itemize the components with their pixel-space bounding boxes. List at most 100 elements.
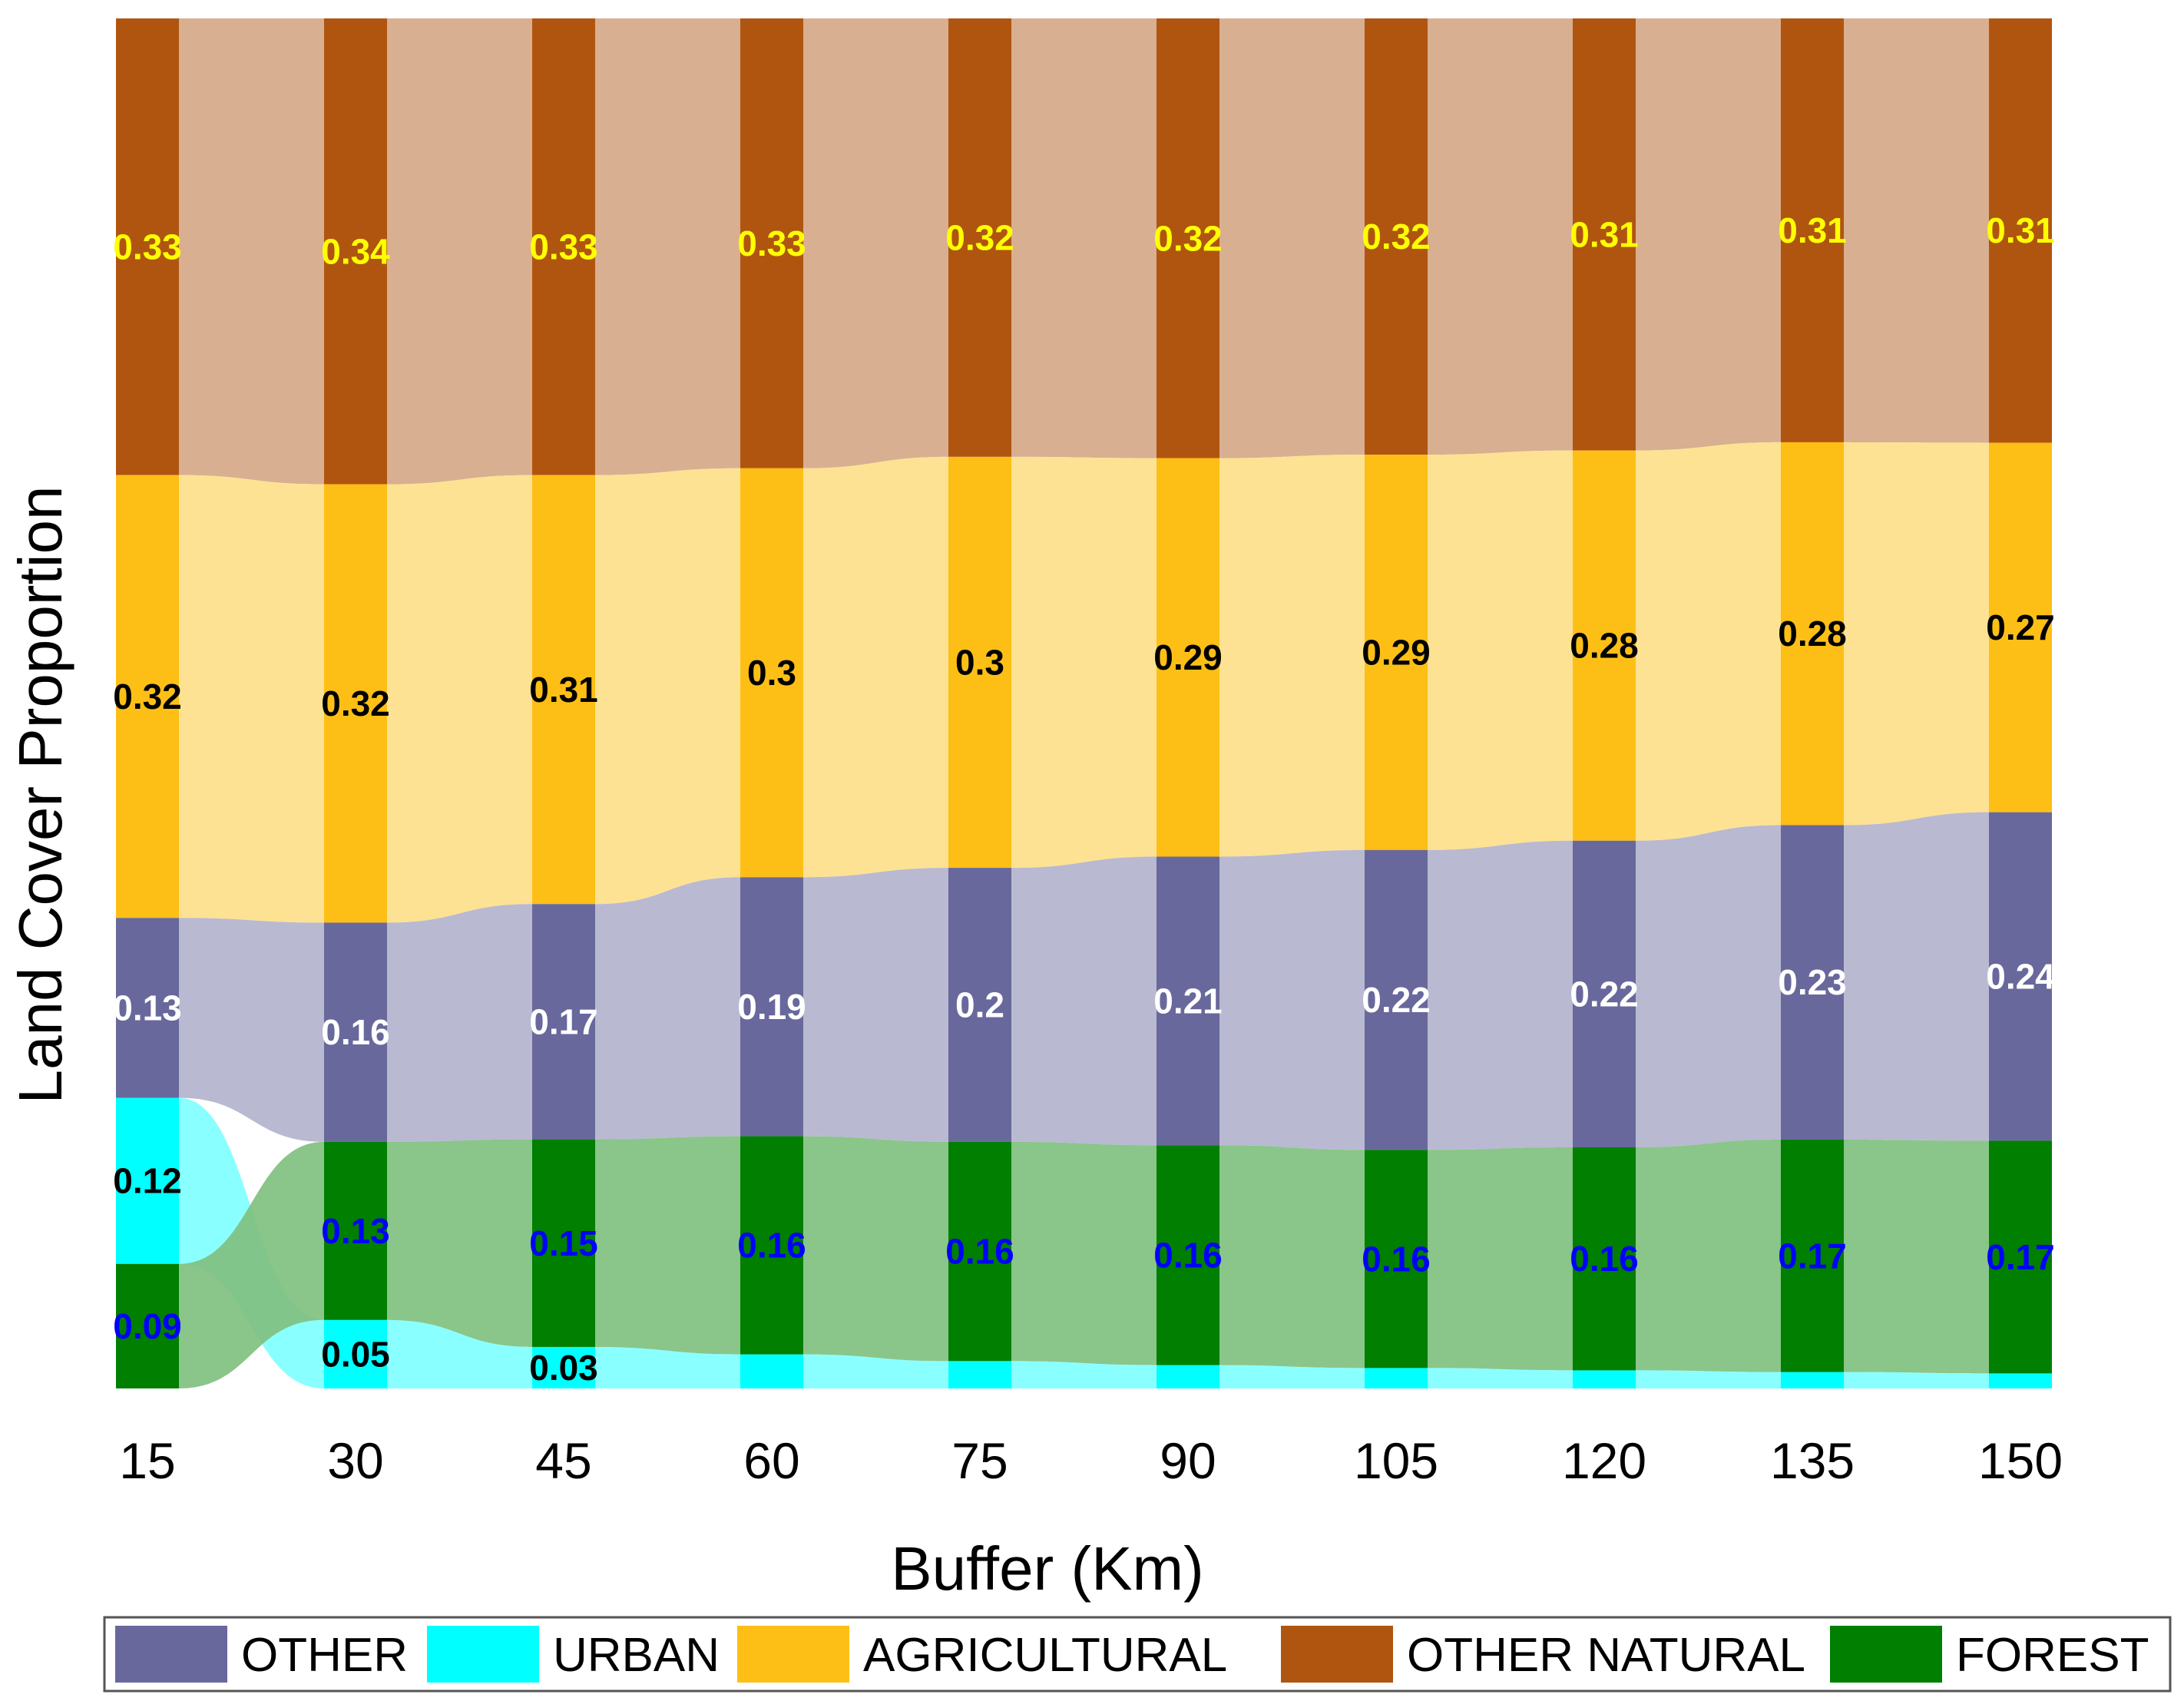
ribbon-forest-135-150 <box>1844 1139 1989 1374</box>
ribbon-other-15-30 <box>179 918 324 1142</box>
value-label-other-natural-120: 0.31 <box>1570 214 1639 254</box>
value-label-other-15: 0.13 <box>113 988 182 1028</box>
ribbon-agricultural-60-75 <box>803 456 948 878</box>
bar-urban-60 <box>740 1354 803 1388</box>
value-label-agricultural-105: 0.29 <box>1362 632 1431 672</box>
bar-forest-60 <box>740 1136 803 1355</box>
value-label-other-natural-105: 0.32 <box>1362 217 1431 256</box>
bar-forest-120 <box>1573 1147 1636 1371</box>
bar-forest-150 <box>1989 1140 2052 1374</box>
ribbon-agricultural-120-135 <box>1636 442 1781 841</box>
value-label-forest-15: 0.09 <box>113 1306 182 1346</box>
stacked-bars <box>116 18 2052 1388</box>
x-axis-title: Buffer (Km) <box>891 1534 1204 1603</box>
legend-swatch-agricultural <box>737 1626 849 1683</box>
bar-agricultural-60 <box>740 468 803 878</box>
bar-other-natural-15 <box>116 18 179 475</box>
x-tick-30: 30 <box>327 1432 383 1489</box>
value-label-urban-15: 0.12 <box>113 1161 182 1201</box>
ribbon-other-natural-75-90 <box>1011 18 1157 458</box>
x-tick-labels: 15 30 45 60 75 90 105 120 135 150 <box>119 1432 2063 1489</box>
bar-agricultural-15 <box>116 475 179 918</box>
bar-forest-45 <box>532 1139 595 1347</box>
bar-forest-75 <box>948 1141 1011 1362</box>
ribbon-forest-45-60 <box>595 1136 740 1355</box>
ribbon-urban-45-60 <box>595 1346 740 1388</box>
bar-urban-120 <box>1573 1370 1636 1388</box>
value-label-agricultural-45: 0.31 <box>529 670 598 710</box>
x-tick-120: 120 <box>1562 1432 1646 1489</box>
value-label-forest-60: 0.16 <box>737 1226 806 1266</box>
bar-other-60 <box>740 877 803 1137</box>
ribbon-other-natural-15-30 <box>179 18 324 485</box>
bar-agricultural-120 <box>1573 450 1636 841</box>
bar-other-135 <box>1781 825 1844 1140</box>
ribbon-agricultural-30-45 <box>387 475 532 923</box>
bar-other-natural-30 <box>324 18 387 485</box>
ribbon-agricultural-45-60 <box>595 468 740 905</box>
value-label-forest-30: 0.13 <box>321 1211 390 1251</box>
bar-agricultural-150 <box>1989 442 2052 812</box>
bar-other-105 <box>1365 849 1428 1150</box>
ribbon-other-105-120 <box>1428 840 1573 1150</box>
bar-agricultural-105 <box>1365 455 1428 850</box>
value-label-forest-45: 0.15 <box>529 1223 598 1263</box>
value-label-other-120: 0.22 <box>1570 974 1639 1014</box>
y-axis-title: Land Cover Proportion <box>6 486 74 1104</box>
value-label-agricultural-90: 0.29 <box>1153 637 1223 677</box>
bar-forest-30 <box>324 1141 387 1320</box>
ribbon-other-natural-90-105 <box>1219 18 1365 458</box>
bar-other-natural-75 <box>948 18 1011 457</box>
bar-other-natural-90 <box>1157 18 1219 458</box>
value-label-forest-90: 0.16 <box>1153 1235 1223 1275</box>
ribbon-other-90-105 <box>1219 849 1365 1150</box>
value-label-forest-150: 0.17 <box>1986 1237 2055 1277</box>
bar-agricultural-90 <box>1157 458 1219 857</box>
ribbon-other-45-60 <box>595 877 740 1140</box>
x-tick-150: 150 <box>1978 1432 2063 1489</box>
value-label-agricultural-75: 0.3 <box>955 642 1004 682</box>
ribbon-other-natural-60-75 <box>803 18 948 468</box>
bar-other-natural-45 <box>532 18 595 475</box>
value-label-urban-30: 0.05 <box>321 1334 390 1374</box>
legend-swatch-other-natural <box>1281 1626 1393 1683</box>
value-label-agricultural-15: 0.32 <box>113 677 182 716</box>
ribbon-other-natural-30-45 <box>387 18 532 485</box>
bar-other-natural-105 <box>1365 18 1428 455</box>
bar-other-150 <box>1989 812 2052 1141</box>
legend-label-urban: URBAN <box>553 1629 720 1682</box>
legend-swatch-urban <box>427 1626 539 1683</box>
ribbon-agricultural-75-90 <box>1011 456 1157 869</box>
ribbon-other-60-75 <box>803 868 948 1142</box>
bar-other-75 <box>948 868 1011 1142</box>
bar-urban-15 <box>116 1097 179 1264</box>
legend-label-other-natural: OTHER NATURAL <box>1407 1629 1805 1682</box>
ribbon-agricultural-135-150 <box>1844 442 1989 826</box>
ribbon-other-natural-45-60 <box>595 18 740 475</box>
bar-forest-135 <box>1781 1139 1844 1372</box>
ribbon-other-135-150 <box>1844 812 1989 1141</box>
ribbon-urban-30-45 <box>387 1319 532 1388</box>
legend-swatch-forest <box>1830 1626 1942 1683</box>
x-tick-105: 105 <box>1354 1432 1438 1489</box>
bar-agricultural-30 <box>324 484 387 923</box>
ribbon-forest-60-75 <box>803 1136 948 1362</box>
value-label-other-natural-15: 0.33 <box>113 227 182 266</box>
bar-urban-30 <box>324 1319 387 1388</box>
value-label-other-105: 0.22 <box>1362 980 1431 1020</box>
flow-ribbons <box>179 18 1989 1388</box>
ribbon-other-natural-120-135 <box>1636 18 1781 451</box>
value-label-other-150: 0.24 <box>1986 957 2055 997</box>
ribbon-agricultural-15-30 <box>179 475 324 923</box>
segment-labels: 0.33 0.32 0.13 0.12 0.09 0.34 0.32 0.16 0.05 0.13… <box>113 210 2055 1388</box>
bar-other-90 <box>1157 856 1219 1146</box>
value-label-other-natural-75: 0.32 <box>945 217 1014 257</box>
value-label-agricultural-30: 0.32 <box>321 683 390 723</box>
bar-other-30 <box>324 922 387 1142</box>
legend-label-forest: FOREST <box>1956 1629 2149 1682</box>
value-label-other-natural-60: 0.33 <box>737 223 806 263</box>
value-label-forest-135: 0.17 <box>1778 1236 1847 1276</box>
value-label-other-natural-135: 0.31 <box>1778 210 1847 250</box>
bar-urban-45 <box>532 1346 595 1388</box>
bar-forest-15 <box>116 1263 179 1388</box>
